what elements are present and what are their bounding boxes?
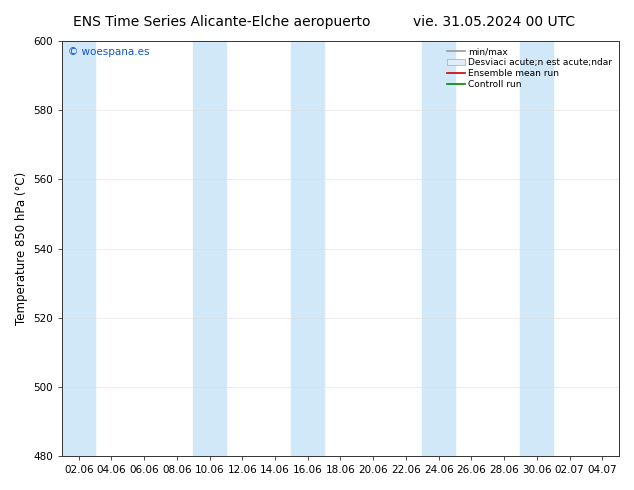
Bar (292, 41, 324, 456)
Text: ENS Time Series Alicante-Elche aeropuerto: ENS Time Series Alicante-Elche aeropuert… (73, 15, 371, 29)
Bar (62, 41, 95, 456)
Text: vie. 31.05.2024 00 UTC: vie. 31.05.2024 00 UTC (413, 15, 576, 29)
Bar (193, 41, 226, 456)
Text: © woespana.es: © woespana.es (68, 47, 150, 57)
Y-axis label: Temperature 850 hPa (°C): Temperature 850 hPa (°C) (15, 172, 28, 325)
Legend: min/max, Desviaci acute;n est acute;ndar, Ensemble mean run, Controll run: min/max, Desviaci acute;n est acute;ndar… (445, 46, 614, 91)
Bar (521, 41, 553, 456)
Bar (422, 41, 455, 456)
